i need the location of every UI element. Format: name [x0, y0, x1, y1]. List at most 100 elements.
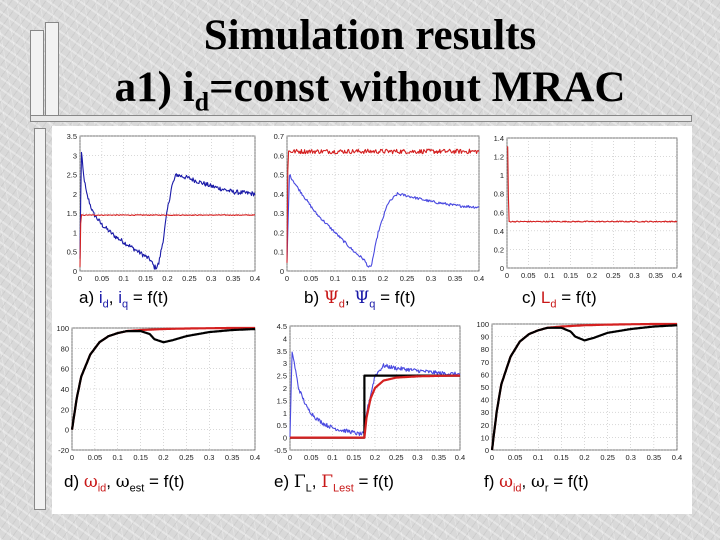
x-tick-label: 0.25	[400, 274, 415, 283]
series-e--Lest	[289, 374, 461, 439]
title-line-2-suffix: =const without MRAC	[209, 64, 626, 111]
x-tick-label: 0.4	[672, 453, 682, 462]
x-tick-label: 0.3	[426, 274, 436, 283]
x-tick-label: 0.3	[629, 271, 639, 280]
x-tick-label: 0.05	[304, 453, 319, 462]
y-tick-label: 60	[61, 365, 69, 374]
y-tick-label: 0	[485, 446, 489, 455]
chart-c: 0 0.05 0.1 0.15 0.2 0.25 0.3 0.35 0.4 0 0.2 0.4 0.6 0…	[494, 134, 683, 280]
series-c-Ld	[506, 146, 678, 223]
y-tick-label: 3.5	[67, 132, 77, 141]
x-tick-label: 0.35	[431, 453, 446, 462]
y-tick-label: 0.5	[67, 248, 77, 257]
x-tick-label: 0.2	[587, 271, 597, 280]
x-tick-label: 0.05	[88, 453, 103, 462]
y-tick-label: 0.4	[274, 190, 284, 199]
x-tick-label: 0	[505, 271, 509, 280]
x-tick-label: 0.15	[554, 453, 569, 462]
y-tick-label: 1.5	[277, 396, 287, 405]
caption-b: b) Ψd, Ψq = f(t)	[304, 288, 416, 311]
y-tick-label: 60	[481, 370, 489, 379]
y-tick-label: 40	[481, 396, 489, 405]
y-tick-label: 2	[283, 384, 287, 393]
x-tick-label: 0	[70, 453, 74, 462]
x-tick-label: 0.1	[544, 271, 554, 280]
x-tick-label: 0.4	[250, 274, 260, 283]
chart-d: 0 0.05 0.1 0.15 0.2 0.25 0.3 0.35 0.4-2002040608…	[56, 324, 260, 462]
x-tick-label: 0.3	[412, 453, 422, 462]
x-tick-label: 0.15	[352, 274, 367, 283]
decorative-bar-panel	[34, 128, 46, 510]
y-tick-label: 0.5	[277, 421, 287, 430]
y-tick-label: -20	[58, 446, 69, 455]
y-tick-label: 20	[481, 421, 489, 430]
y-tick-label: 0.6	[274, 151, 284, 160]
y-tick-label: 1.5	[67, 209, 77, 218]
y-tick-label: 1.2	[494, 153, 504, 162]
y-tick-label: 1	[500, 171, 504, 180]
y-tick-label: 0.3	[274, 209, 284, 218]
y-tick-label: 0.1	[274, 248, 284, 257]
y-tick-label: 20	[61, 405, 69, 414]
decorative-rule	[30, 115, 692, 122]
x-tick-label: 0	[78, 274, 82, 283]
x-tick-label: 0.25	[606, 271, 621, 280]
series-f--r	[490, 324, 678, 451]
y-tick-label: 80	[481, 345, 489, 354]
y-tick-label: 3.5	[277, 347, 287, 356]
title-line-2-prefix: a1) i	[114, 64, 195, 111]
title-line-1: Simulation results	[203, 12, 537, 59]
y-tick-label: 30	[481, 408, 489, 417]
y-tick-label: 3	[73, 151, 77, 160]
y-tick-label: 0.5	[274, 171, 284, 180]
y-tick-label: 100	[476, 320, 489, 329]
x-tick-label: 0.2	[370, 453, 380, 462]
x-tick-label: 0.25	[389, 453, 404, 462]
x-tick-label: 0.35	[648, 271, 663, 280]
x-tick-label: 0.15	[346, 453, 361, 462]
y-tick-label: 0.8	[494, 190, 504, 199]
series-d--est	[70, 327, 256, 430]
y-tick-label: 10	[481, 433, 489, 442]
x-tick-label: 0.25	[182, 274, 197, 283]
series-b--q	[286, 174, 480, 268]
x-tick-label: 0.1	[119, 274, 129, 283]
series-b--d	[286, 148, 480, 263]
x-tick-label: 0.3	[204, 453, 214, 462]
caption-e: e) ΓL, ΓLest = f(t)	[274, 472, 394, 495]
x-tick-label: 0.2	[158, 453, 168, 462]
x-tick-label: 0.4	[672, 271, 682, 280]
x-tick-label: 0.15	[133, 453, 148, 462]
results-panel: 0 0.05 0.1 0.15 0.2 0.25 0.3 0.35 0.4 0 0.5 1 1.5 2 2.…	[52, 126, 692, 514]
y-tick-label: 80	[61, 344, 69, 353]
y-tick-label: 0	[73, 267, 77, 276]
chart-b: 0 0.05 0.1 0.15 0.2 0.25 0.3 0.35 0.4 0 0.1 0.2 0.3 0…	[274, 132, 485, 283]
x-tick-label: 0.05	[508, 453, 523, 462]
x-tick-label: 0.2	[162, 274, 172, 283]
y-tick-label: 0	[280, 267, 284, 276]
chart-a: 0 0.05 0.1 0.15 0.2 0.25 0.3 0.35 0.4 0 0.5 1 1.5 2 2.…	[67, 132, 261, 283]
y-tick-label: 0	[65, 426, 69, 435]
series-a-iq	[79, 151, 256, 270]
caption-d: d) ωid, ωest = f(t)	[64, 472, 185, 495]
x-tick-label: 0.35	[647, 453, 662, 462]
y-tick-label: 0	[283, 434, 287, 443]
y-tick-label: 0	[500, 264, 504, 273]
decorative-bar-left	[30, 30, 44, 117]
decorative-bar-left-2	[45, 22, 59, 119]
x-tick-label: 0.15	[138, 274, 153, 283]
x-tick-label: 0.1	[327, 453, 337, 462]
x-tick-label: 0.2	[378, 274, 388, 283]
x-tick-label: 0.35	[225, 453, 240, 462]
y-tick-label: 1	[73, 228, 77, 237]
title-line-2: a1) id=const without MRAC	[60, 62, 680, 129]
x-tick-label: 0.05	[95, 274, 110, 283]
x-tick-label: 0.15	[563, 271, 578, 280]
y-tick-label: 0.4	[494, 227, 504, 236]
caption-a: a) id, iq = f(t)	[79, 288, 169, 311]
y-tick-label: 4	[283, 334, 287, 343]
y-tick-label: 50	[481, 383, 489, 392]
x-tick-label: 0.1	[533, 453, 543, 462]
y-tick-label: 0.2	[274, 228, 284, 237]
y-tick-label: 90	[481, 333, 489, 342]
